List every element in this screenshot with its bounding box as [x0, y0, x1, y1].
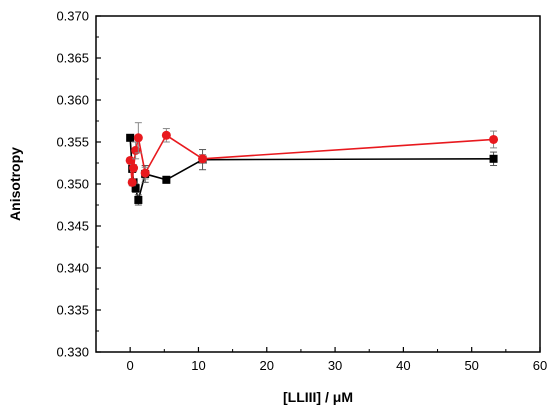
series-layer	[125, 122, 499, 206]
data-point-circle	[133, 133, 143, 143]
data-point-square	[489, 154, 498, 163]
y-tick-label: 0.370	[56, 9, 89, 24]
x-tick-label: 10	[191, 358, 205, 373]
y-tick-label: 0.365	[56, 51, 89, 66]
data-point-circle	[127, 177, 137, 187]
data-point-circle	[125, 155, 135, 165]
y-axis-ticks: 0.330 0.335 0.340 0.345 0.350 0.355 0.360 0.365…	[56, 9, 101, 360]
x-tick-label: 30	[328, 358, 342, 373]
data-point-circle	[161, 130, 171, 140]
data-point-square	[134, 195, 143, 204]
x-axis-title: [LLIII] / μM	[283, 389, 353, 405]
y-tick-label: 0.335	[56, 303, 89, 318]
y-tick-label: 0.355	[56, 135, 89, 150]
x-tick-label: 0	[127, 358, 134, 373]
data-point-square	[162, 175, 171, 184]
data-point-circle	[140, 168, 150, 178]
data-point-circle	[489, 134, 499, 144]
series-2	[125, 122, 499, 187]
y-tick-label: 0.360	[56, 93, 89, 108]
data-point-square	[131, 184, 140, 193]
data-point-circle	[129, 163, 139, 173]
y-tick-label: 0.345	[56, 219, 89, 234]
data-point-circle	[198, 154, 208, 164]
x-tick-label: 40	[396, 358, 410, 373]
plot-frame	[95, 15, 541, 353]
y-tick-label: 0.350	[56, 177, 89, 192]
y-axis-title: Anisotropy	[7, 147, 23, 221]
y-tick-label: 0.330	[56, 345, 89, 360]
data-point-square	[126, 133, 135, 142]
x-tick-label: 50	[464, 358, 478, 373]
x-axis-ticks: 0 10 20 30 40 50 60	[95, 347, 547, 373]
x-tick-label: 20	[260, 358, 274, 373]
x-tick-label: 60	[533, 358, 547, 373]
y-tick-label: 0.340	[56, 261, 89, 276]
